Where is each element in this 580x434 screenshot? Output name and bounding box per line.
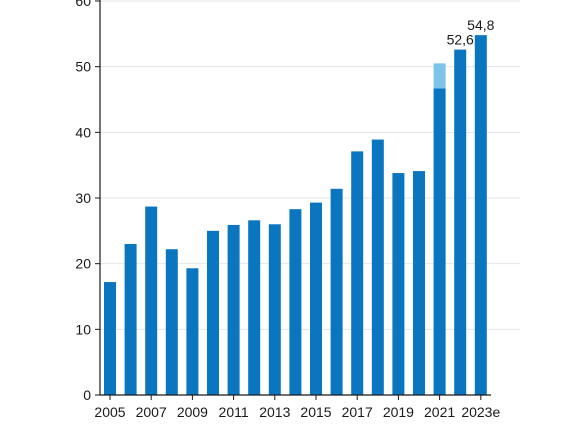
data-label-2022: 52,6 bbox=[447, 32, 474, 48]
bar-2021 bbox=[433, 88, 446, 395]
bar-2006 bbox=[124, 243, 137, 395]
x-tick-label-2009: 2009 bbox=[177, 404, 208, 420]
y-tick-label-0: 0 bbox=[83, 387, 91, 403]
bar-2018 bbox=[371, 139, 384, 395]
x-tick-label-2013: 2013 bbox=[259, 404, 290, 420]
bar-2005 bbox=[104, 282, 116, 395]
bar-2010 bbox=[207, 230, 219, 395]
bar-2023e bbox=[474, 35, 487, 395]
bar-2008 bbox=[165, 249, 178, 395]
bar-2009 bbox=[186, 268, 199, 395]
bar-2019 bbox=[392, 173, 405, 395]
bar-layer bbox=[104, 35, 487, 396]
x-tick-label-2007: 2007 bbox=[136, 404, 167, 420]
bar-extra-2021 bbox=[433, 63, 446, 89]
y-tick-label-30: 30 bbox=[75, 190, 91, 206]
x-tick-label-2011: 2011 bbox=[219, 404, 249, 420]
y-tick-label-40: 40 bbox=[75, 124, 91, 140]
bar-2011 bbox=[227, 224, 240, 395]
axis-layer bbox=[95, 0, 491, 400]
x-tick-label-2019: 2019 bbox=[383, 404, 414, 420]
bar-2015 bbox=[310, 202, 322, 395]
bar-2017 bbox=[351, 151, 364, 395]
x-tick-label-2015: 2015 bbox=[300, 404, 331, 420]
bar-2013 bbox=[268, 224, 281, 395]
bar-2012 bbox=[248, 220, 261, 395]
x-tick-label-2023e: 2023e bbox=[461, 404, 500, 420]
x-tick-label-2021: 2021 bbox=[424, 404, 455, 420]
data-label-2023e: 54,8 bbox=[467, 17, 494, 33]
bar-2007 bbox=[145, 206, 158, 395]
y-tick-label-10: 10 bbox=[75, 321, 91, 337]
y-tick-label-20: 20 bbox=[75, 256, 91, 272]
bar-2014 bbox=[289, 209, 302, 395]
label-layer: 0 10 20 30 40 50 60 2005 2007 2009 2011 2013 2015 201… bbox=[75, 0, 500, 420]
x-tick-label-2017: 2017 bbox=[342, 404, 373, 420]
bar-2016 bbox=[330, 188, 343, 395]
bar-2020 bbox=[413, 171, 425, 395]
y-tick-label-50: 50 bbox=[75, 59, 91, 75]
bar-2022 bbox=[454, 49, 467, 396]
x-tick-label-2005: 2005 bbox=[94, 404, 125, 420]
y-tick-label-60: 60 bbox=[75, 0, 91, 9]
